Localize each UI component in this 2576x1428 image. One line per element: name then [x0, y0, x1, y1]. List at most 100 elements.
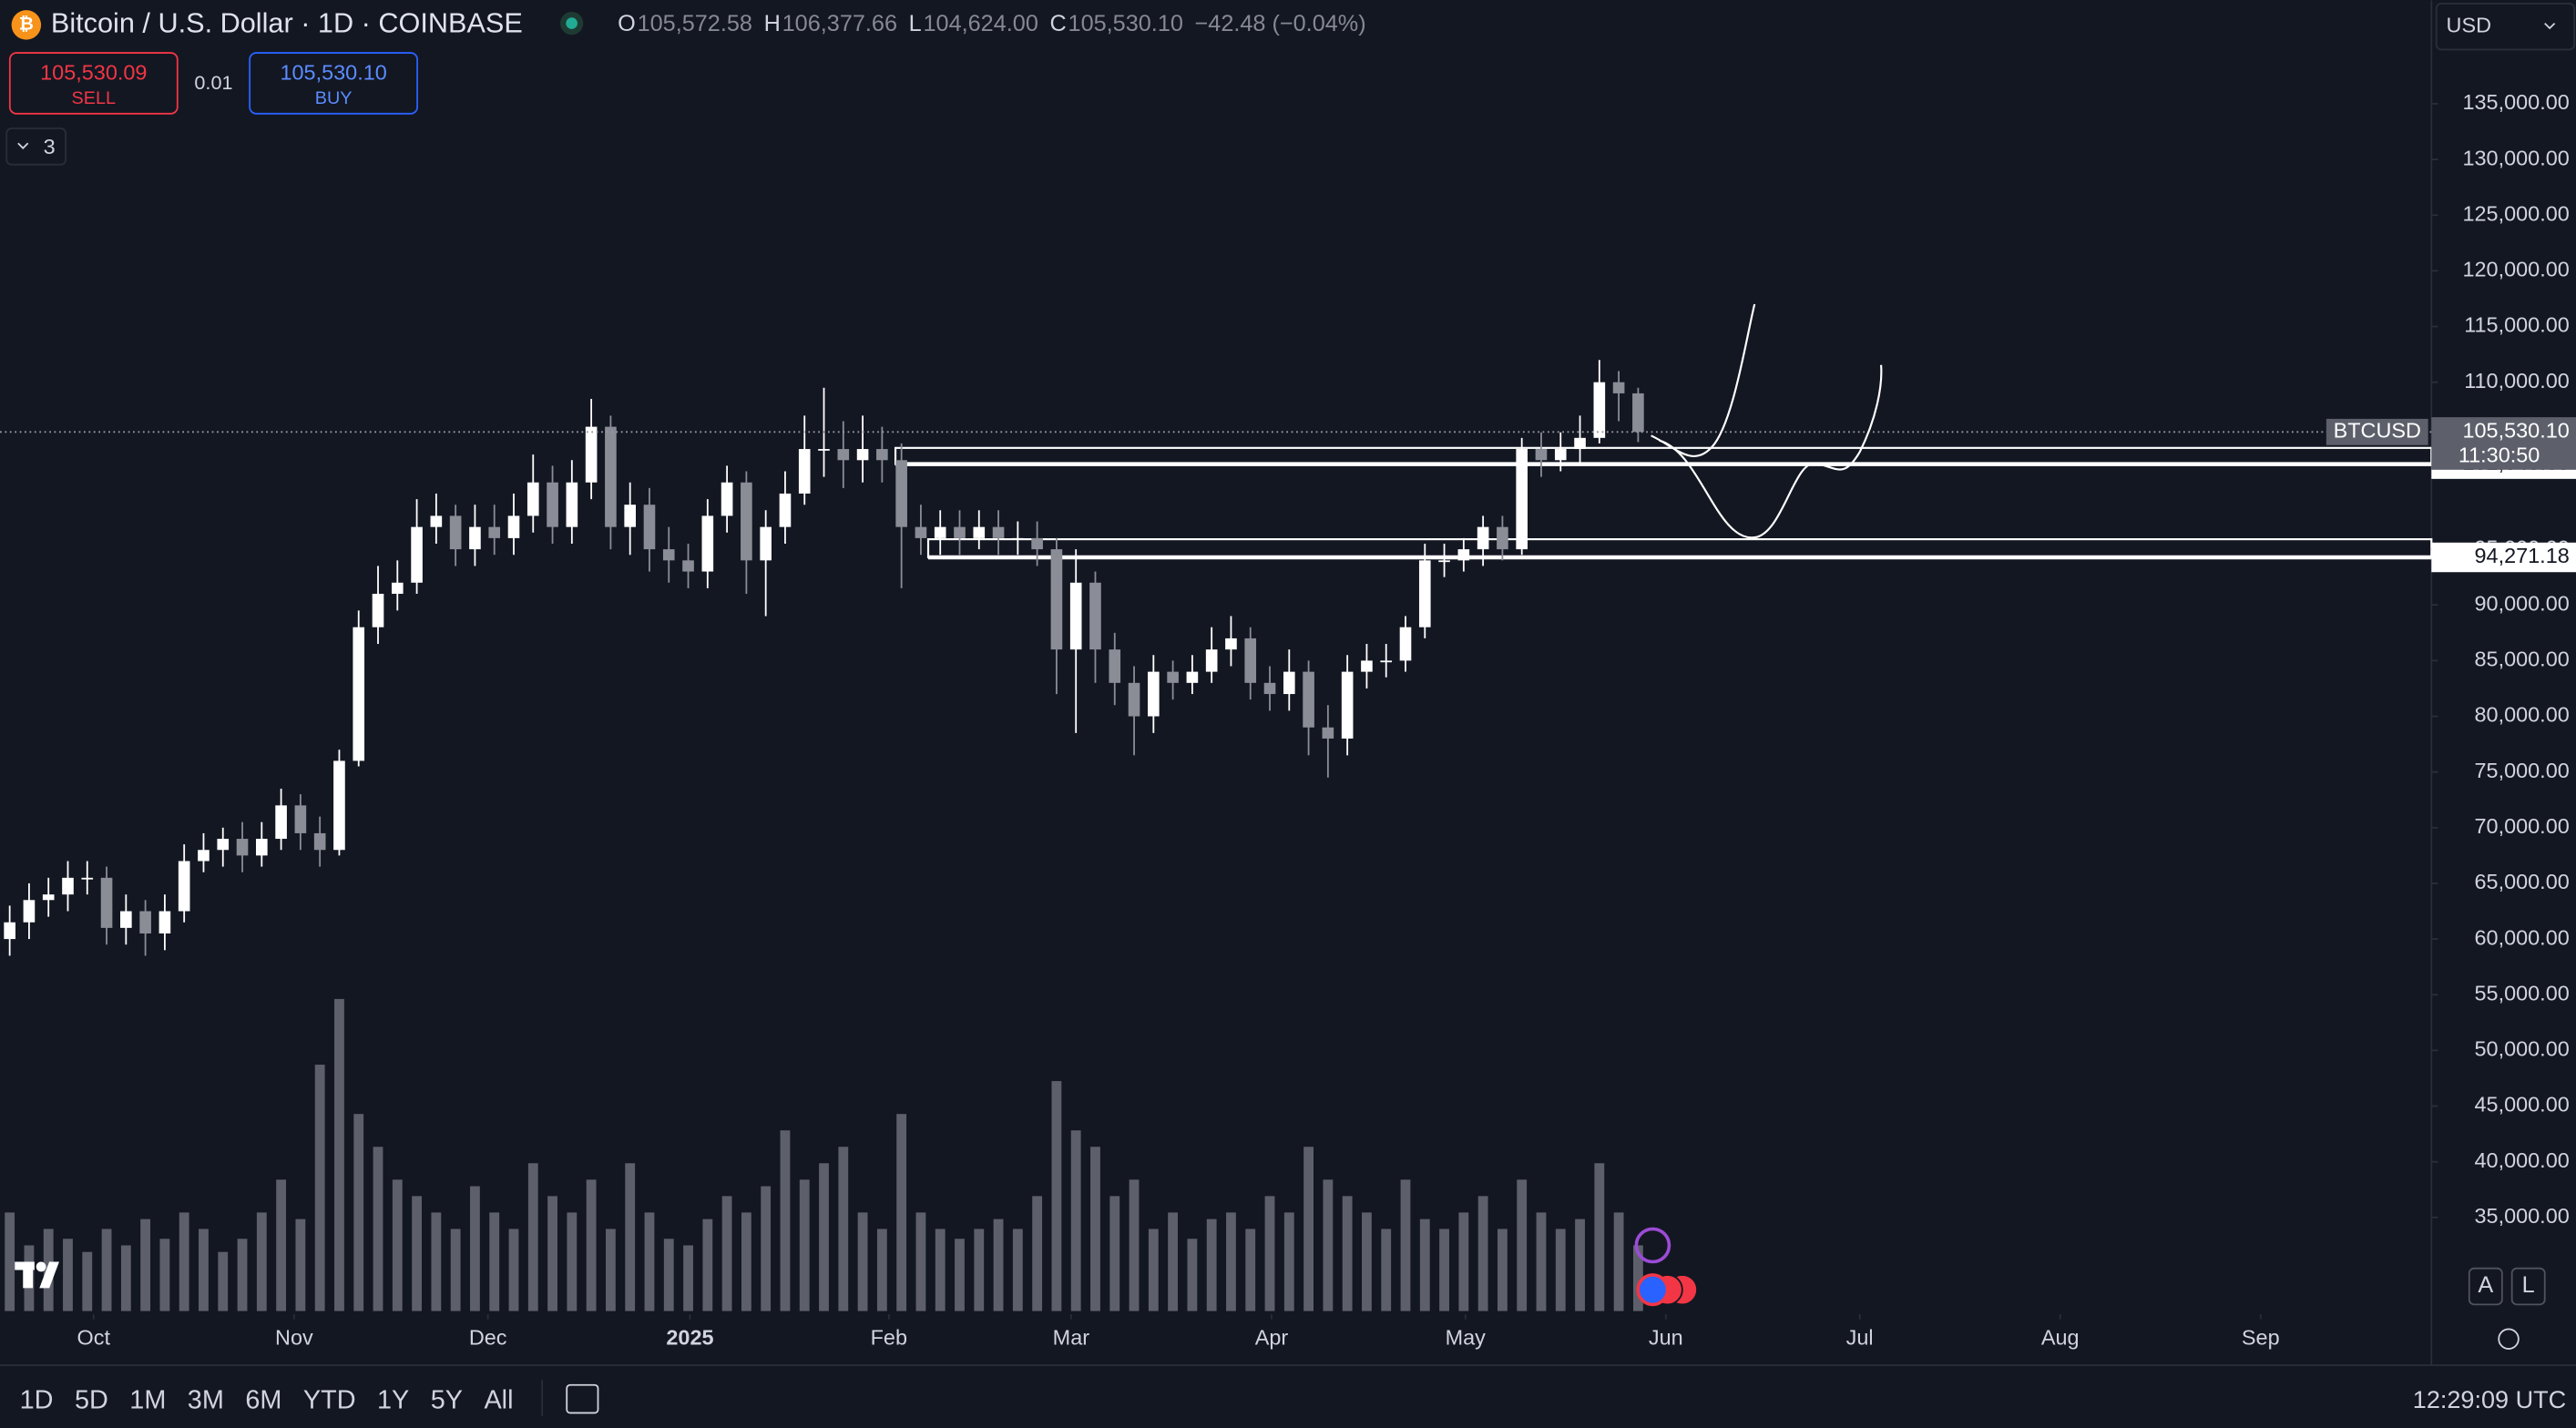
timeframe-button[interactable]: 5D	[75, 1385, 108, 1414]
x-tick-label: 2025	[666, 1325, 713, 1349]
volume-bar	[876, 1229, 887, 1311]
volume-bar	[1575, 1219, 1585, 1311]
volume-bar	[625, 1163, 636, 1311]
y-tick-label: 85,000.00	[2475, 648, 2570, 671]
x-tick-label: Mar	[1053, 1325, 1090, 1349]
volume-bar	[1129, 1179, 1140, 1311]
timeframe-button[interactable]: 1M	[129, 1385, 166, 1414]
volume-bar	[1264, 1196, 1275, 1311]
sell-button[interactable]	[8, 52, 179, 115]
scale-button[interactable]	[2510, 1267, 2546, 1306]
volume-bar	[780, 1130, 791, 1311]
timeframe-button[interactable]: 1Y	[377, 1385, 409, 1414]
volume-bar	[314, 1065, 325, 1311]
volume-bar	[547, 1196, 557, 1311]
timeframe-button[interactable]: 5Y	[431, 1385, 463, 1414]
buy-price: 105,530.10	[280, 61, 386, 85]
clock: 12:29:09 UTC	[2413, 1386, 2566, 1413]
volume-bar	[1323, 1179, 1334, 1311]
candle-body	[1050, 549, 1063, 650]
volume-bar	[1303, 1147, 1314, 1311]
candle-body	[1225, 638, 1237, 650]
candle-body	[1457, 549, 1470, 561]
candle-body	[1361, 660, 1373, 672]
candle-body	[915, 526, 927, 538]
volume-bar	[295, 1219, 306, 1311]
candle-body	[1244, 638, 1257, 683]
candle-body	[333, 760, 345, 851]
candle-body	[1535, 449, 1548, 461]
scale-button[interactable]	[2468, 1267, 2503, 1306]
event-icon[interactable]	[1636, 1273, 1670, 1307]
volume-bar	[1148, 1229, 1159, 1311]
candle-body	[23, 900, 36, 923]
candle-body	[1128, 682, 1140, 717]
candle-body	[818, 449, 830, 451]
indicators-toggle[interactable]	[5, 128, 67, 166]
volume-bar	[1032, 1196, 1043, 1311]
candle-body	[100, 877, 113, 928]
volume-bar	[412, 1196, 422, 1311]
chevron	[17, 142, 29, 149]
y-tick-label: 50,000.00	[2475, 1037, 2570, 1061]
timeframe-button[interactable]: YTD	[303, 1385, 356, 1414]
volume-bar	[605, 1229, 616, 1311]
scale-button-label: A	[2478, 1272, 2493, 1298]
volume-bar	[857, 1212, 868, 1311]
candle-body	[837, 449, 850, 461]
timeframe-button[interactable]: 3M	[188, 1385, 224, 1414]
volume-bar	[1245, 1229, 1256, 1311]
candle-body	[449, 515, 462, 550]
candle-body	[1516, 449, 1528, 550]
spread: 0.01	[194, 71, 232, 94]
volume-bar	[1477, 1196, 1488, 1311]
y-tick-label: 130,000.00	[2462, 146, 2569, 169]
timeframe-button[interactable]: 1D	[20, 1385, 54, 1414]
volume-bar	[1419, 1219, 1430, 1311]
candle-body	[1109, 649, 1121, 683]
candle-body	[275, 805, 287, 840]
candle-body	[411, 526, 423, 583]
candle-body	[236, 839, 249, 856]
candle-body	[430, 515, 443, 527]
x-tick-label: May	[1446, 1325, 1487, 1349]
timeframe-button[interactable]: 6M	[245, 1385, 281, 1414]
candle-body	[876, 449, 888, 461]
candle-body	[158, 911, 171, 933]
volume-bar	[392, 1179, 403, 1311]
candle-body	[81, 877, 94, 880]
volume-bar	[663, 1239, 674, 1311]
volume-bar	[431, 1212, 442, 1311]
goto-date-icon[interactable]	[566, 1383, 599, 1414]
volume-bar	[353, 1114, 364, 1311]
candle-body	[1477, 526, 1489, 550]
volume-bar	[1342, 1196, 1353, 1311]
buy-button[interactable]	[249, 52, 419, 115]
candle-body	[178, 861, 190, 912]
candle-body	[313, 832, 326, 851]
settings-icon[interactable]	[2498, 1328, 2520, 1350]
symbol-tag-box	[2326, 418, 2428, 445]
candle-body	[120, 911, 132, 928]
candle-body	[605, 426, 617, 527]
volume-bar	[819, 1163, 829, 1311]
candle-body	[682, 560, 694, 572]
candle-body	[526, 482, 539, 516]
candle-body	[488, 526, 501, 538]
candle-body	[294, 805, 307, 833]
volume-bar	[373, 1147, 383, 1311]
y-tick-label: 115,000.00	[2464, 313, 2570, 337]
ohlc-key: L	[909, 11, 922, 36]
timeframe-button[interactable]: All	[484, 1385, 513, 1414]
candle-body	[1012, 537, 1024, 540]
countdown: 11:30:50	[2458, 444, 2540, 467]
volume-bar	[1400, 1179, 1411, 1311]
currency-select[interactable]	[2435, 3, 2576, 51]
candle-body	[779, 493, 792, 527]
event-icon[interactable]	[1634, 1227, 1671, 1264]
candle-body	[585, 426, 598, 483]
volume-bar	[761, 1186, 772, 1311]
ohlc-key: H	[764, 11, 781, 36]
y-tick-label: 120,000.00	[2462, 258, 2569, 281]
